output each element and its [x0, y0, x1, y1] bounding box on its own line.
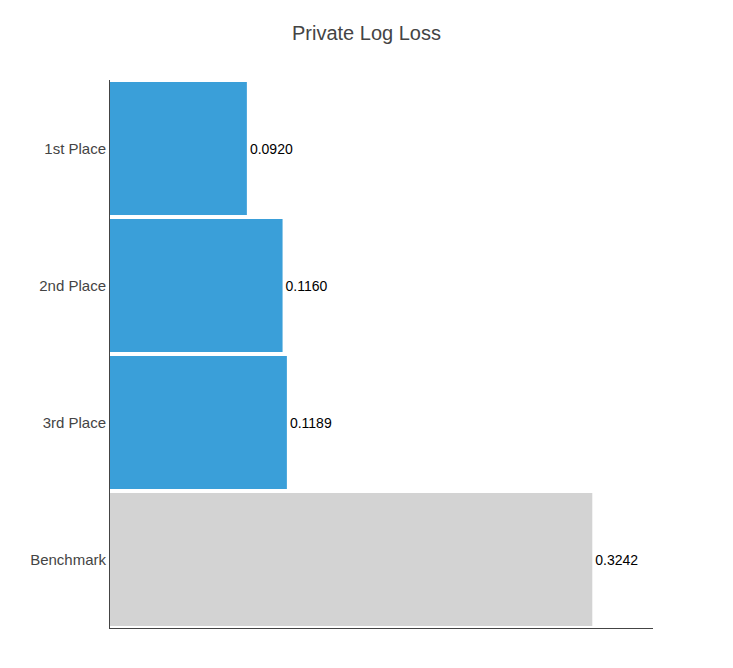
- svg-text:3rd Place: 3rd Place: [43, 414, 106, 431]
- svg-text:2nd Place: 2nd Place: [39, 277, 106, 294]
- svg-text:0.1189: 0.1189: [290, 415, 332, 431]
- svg-text:0.3242: 0.3242: [595, 552, 638, 568]
- svg-text:Private Log Loss: Private Log Loss: [292, 22, 441, 44]
- svg-text:Benchmark: Benchmark: [30, 551, 106, 568]
- svg-text:0.0920: 0.0920: [250, 141, 293, 157]
- svg-text:1st Place: 1st Place: [44, 140, 106, 157]
- svg-text:0.1160: 0.1160: [286, 278, 328, 294]
